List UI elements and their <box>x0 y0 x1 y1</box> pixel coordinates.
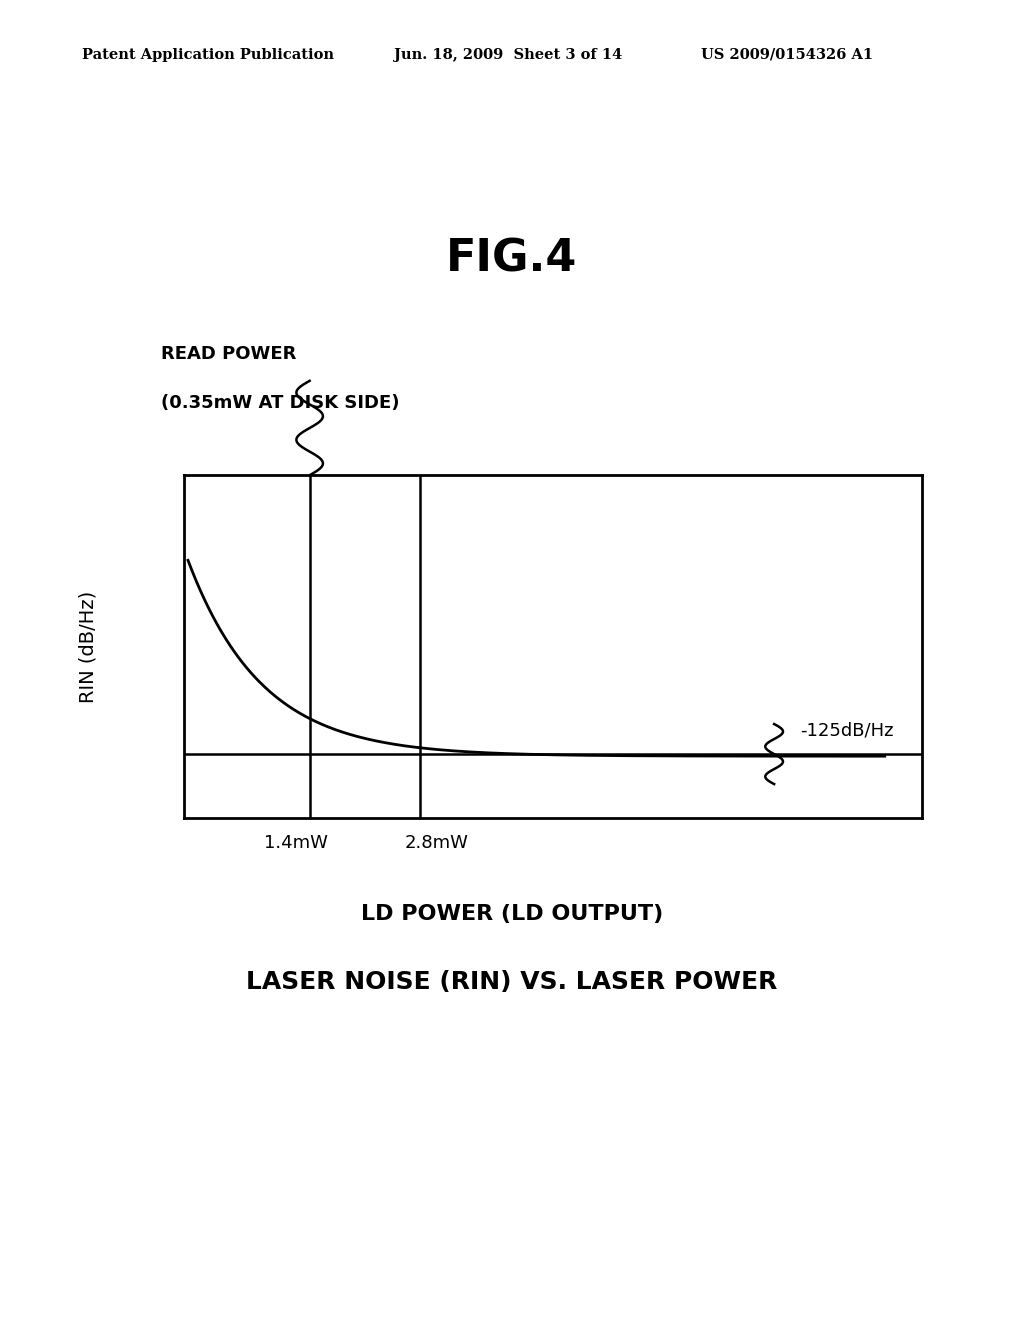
Text: -125dB/Hz: -125dB/Hz <box>800 722 894 739</box>
Text: US 2009/0154326 A1: US 2009/0154326 A1 <box>701 48 873 62</box>
Text: RIN (dB/Hz): RIN (dB/Hz) <box>79 590 98 704</box>
Text: (0.35mW AT DISK SIDE): (0.35mW AT DISK SIDE) <box>161 393 399 412</box>
Text: 1.4mW: 1.4mW <box>263 834 328 853</box>
Text: LD POWER (LD OUTPUT): LD POWER (LD OUTPUT) <box>360 904 664 924</box>
Text: LASER NOISE (RIN) VS. LASER POWER: LASER NOISE (RIN) VS. LASER POWER <box>247 970 777 994</box>
Text: READ POWER: READ POWER <box>161 345 297 363</box>
Text: 2.8mW: 2.8mW <box>404 834 469 853</box>
Text: FIG.4: FIG.4 <box>446 238 578 281</box>
Text: Jun. 18, 2009  Sheet 3 of 14: Jun. 18, 2009 Sheet 3 of 14 <box>394 48 623 62</box>
Text: Patent Application Publication: Patent Application Publication <box>82 48 334 62</box>
